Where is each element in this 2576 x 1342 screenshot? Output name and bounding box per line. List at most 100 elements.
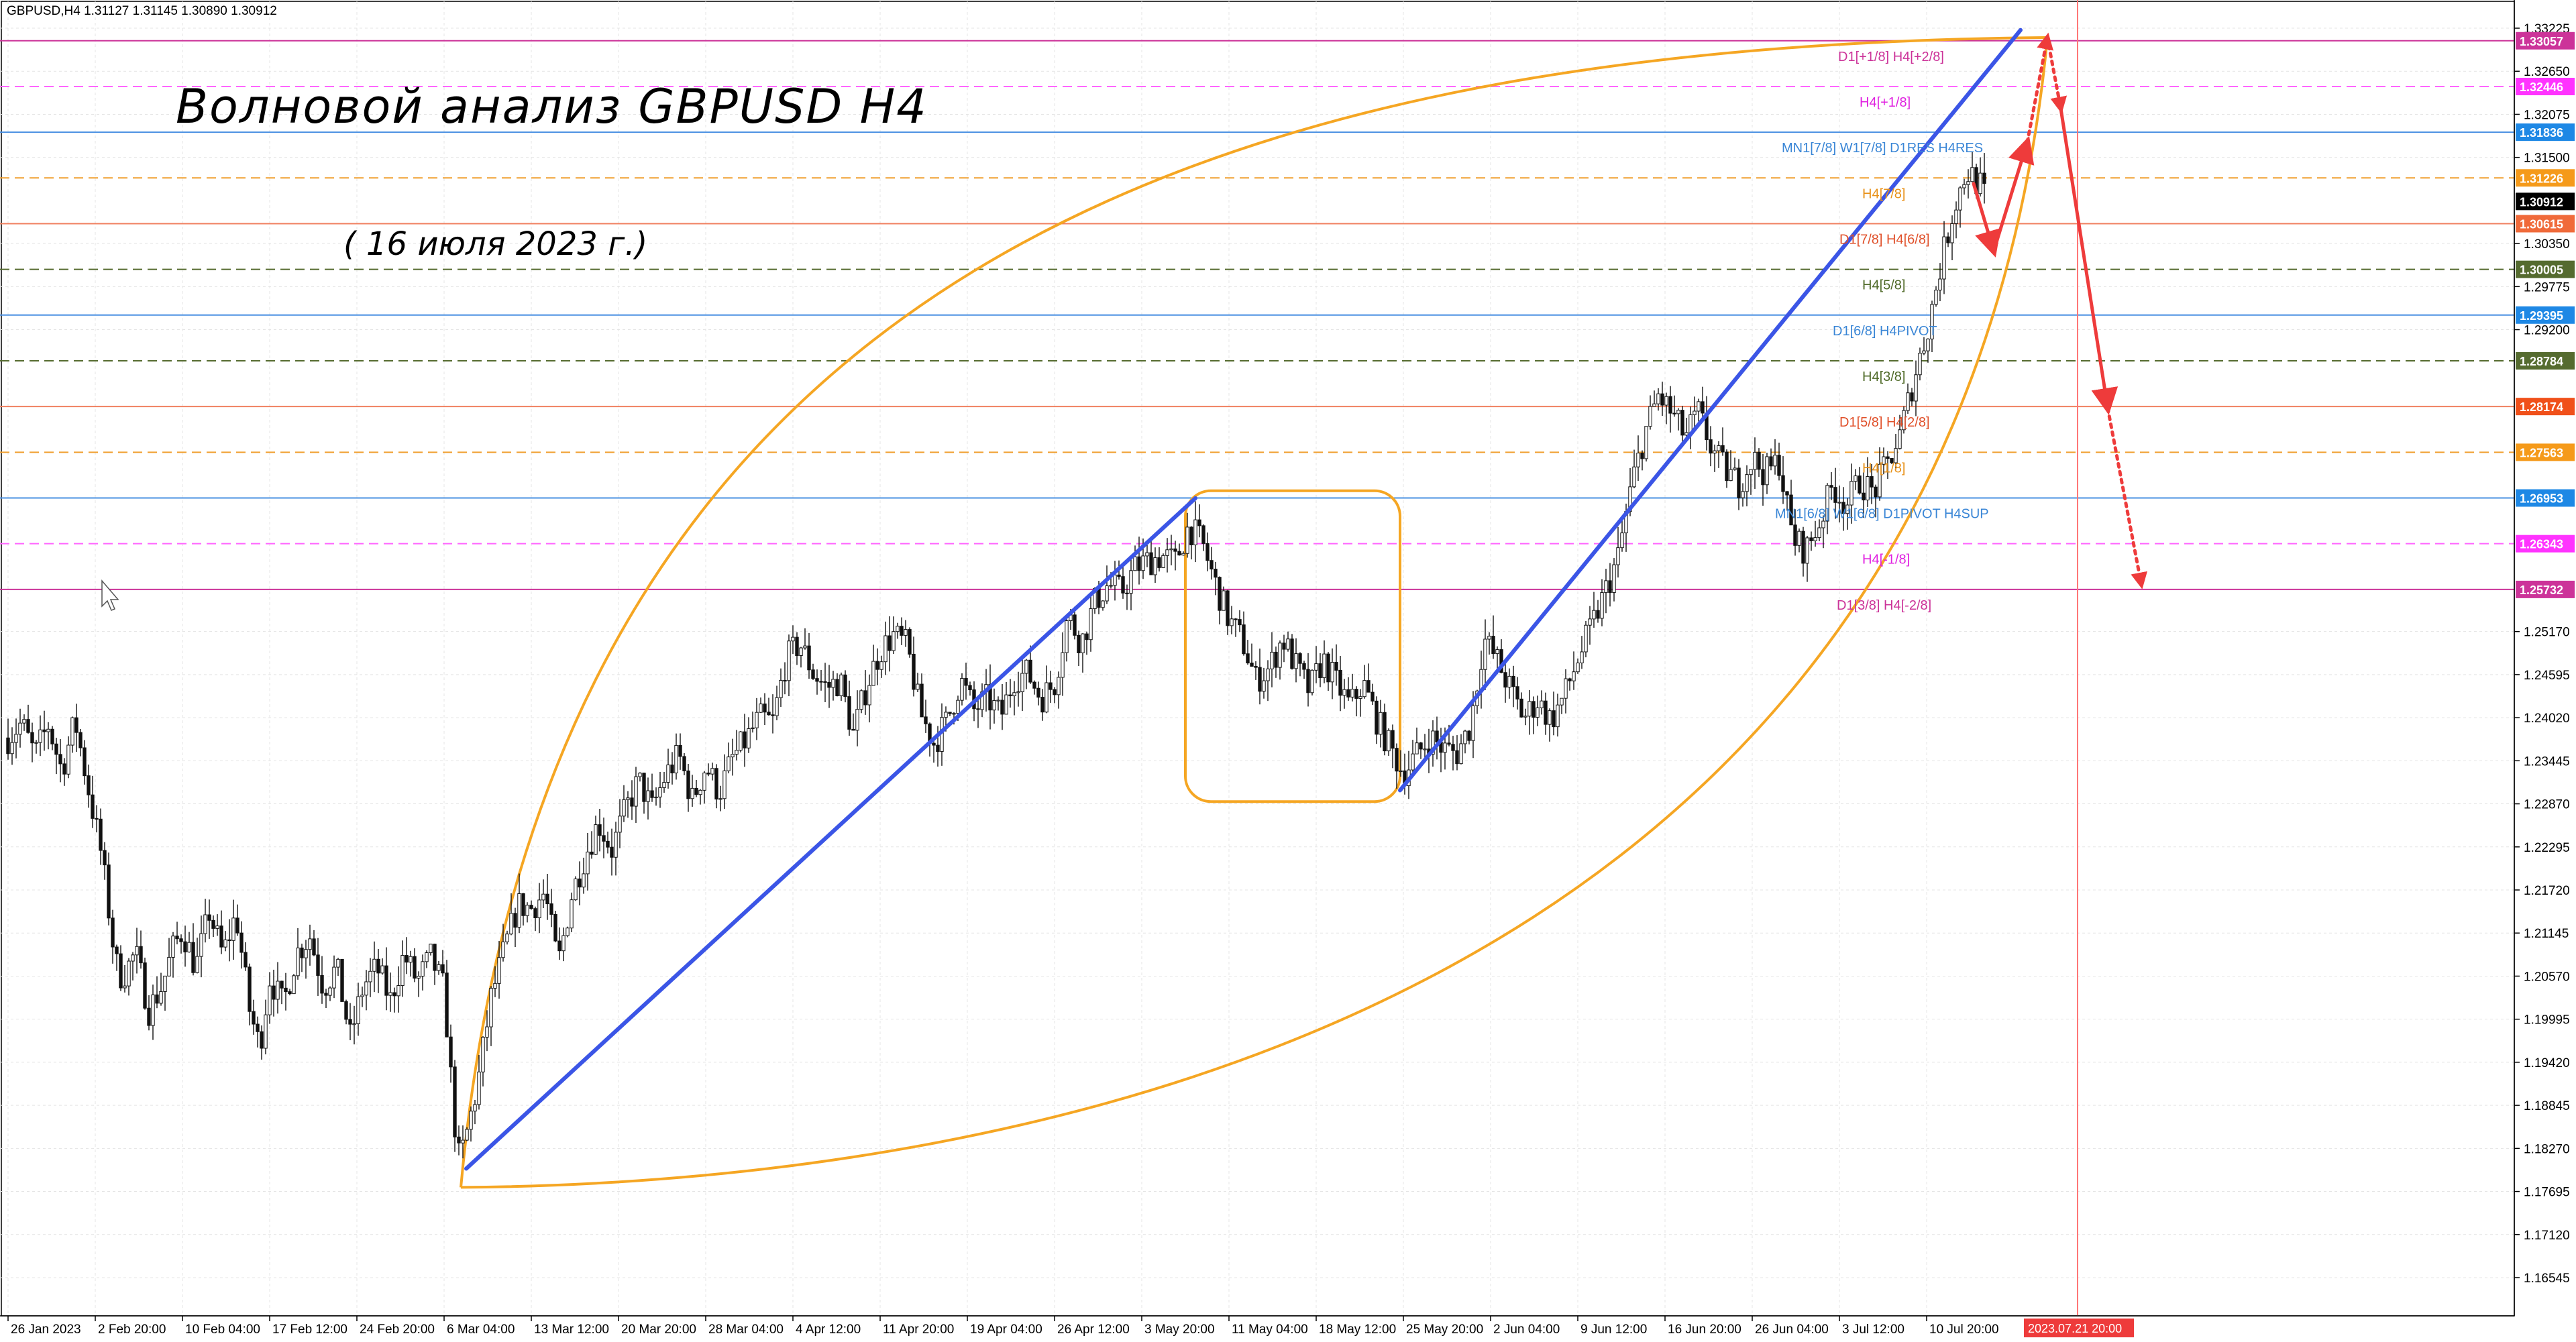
candle-body — [900, 626, 904, 636]
candle-body — [1242, 624, 1246, 655]
candle-body — [1544, 700, 1548, 725]
candle-body — [46, 728, 50, 732]
candle-body — [759, 704, 763, 713]
candle-body — [123, 985, 127, 989]
candle-body — [1266, 668, 1270, 681]
candle-body — [1709, 439, 1713, 454]
candle-body — [58, 754, 62, 765]
candle-body — [1757, 451, 1761, 470]
candle-body — [590, 851, 594, 855]
correction-box — [1184, 489, 1401, 803]
candle-body — [1693, 410, 1697, 415]
candle-body — [62, 763, 66, 775]
candle-body — [449, 1036, 453, 1068]
time-marker-tag — [2024, 1319, 2134, 1337]
candle-body — [413, 956, 417, 979]
candle-body — [425, 952, 429, 962]
candle-body — [1387, 730, 1391, 752]
forecast-solid — [1992, 135, 2035, 253]
forecast-solid-down — [2059, 107, 2118, 415]
candle-body — [1507, 675, 1511, 688]
time-tick-label: 2 Jun 04:00 — [1493, 1323, 1560, 1337]
candle-body — [879, 661, 883, 670]
candle-body — [1491, 636, 1495, 655]
candle-body — [783, 679, 787, 682]
candle-body — [159, 991, 163, 1004]
candle-body — [461, 1139, 465, 1143]
candle-body — [1777, 455, 1781, 476]
candle-body — [871, 661, 875, 686]
candle-body — [1817, 527, 1821, 539]
candle-body — [1334, 662, 1338, 671]
candle-body — [855, 709, 859, 731]
candle-body — [469, 1111, 473, 1130]
candle-body — [348, 1019, 352, 1025]
candle-body — [1290, 638, 1294, 669]
candle-body — [34, 742, 38, 744]
candle-body — [896, 626, 900, 632]
candle-body — [1197, 519, 1201, 526]
candle-body — [803, 645, 807, 649]
level-label: D1[7/8] H4[6/8] — [1839, 233, 1930, 247]
price-tag-label: 1.28784 — [2520, 355, 2563, 368]
candle-body — [1024, 659, 1028, 674]
candle-body — [1870, 476, 1874, 488]
price-tick-label: 1.17695 — [2524, 1186, 2570, 1200]
candle-body — [823, 681, 827, 683]
candle-body — [1298, 653, 1302, 664]
price-tag-label: 1.31226 — [2520, 172, 2563, 185]
grid — [0, 1, 2515, 1317]
candle-body — [280, 981, 284, 989]
candle-body — [1004, 694, 1008, 715]
candle-body — [147, 1007, 151, 1026]
candle-body — [1383, 712, 1387, 752]
candle-body — [996, 700, 1000, 702]
candle-body — [1874, 486, 1878, 498]
candle-body — [956, 700, 960, 714]
candle-body — [1153, 557, 1157, 575]
candle-body — [1532, 701, 1536, 718]
candle-body — [1121, 576, 1125, 594]
candle-body — [284, 987, 288, 993]
candle-body — [1342, 689, 1346, 696]
candle-body — [445, 972, 449, 1038]
candle-body — [610, 846, 614, 858]
candle-body — [175, 936, 179, 940]
candle-body — [1431, 730, 1435, 755]
candle-body — [1020, 673, 1024, 692]
candle-body — [1910, 392, 1914, 402]
candle-body — [1286, 638, 1290, 650]
candle-body — [936, 744, 940, 752]
candle-body — [771, 714, 775, 716]
time-tick-label: 3 May 20:00 — [1144, 1323, 1215, 1337]
candle-body — [646, 790, 650, 802]
candle-body — [561, 935, 566, 952]
candle-body — [143, 962, 147, 1009]
drawn-shapes — [460, 36, 2049, 1189]
candle-body — [1898, 429, 1902, 449]
candle-body — [1057, 677, 1061, 695]
candle-body — [376, 958, 380, 974]
candle-body — [364, 981, 368, 996]
candle-body — [1616, 547, 1620, 565]
candle-body — [1914, 374, 1918, 402]
candle-body — [320, 974, 324, 994]
candle-body — [388, 992, 392, 996]
candle-body — [541, 893, 545, 901]
candle-body — [662, 782, 666, 788]
candle-body — [924, 716, 928, 724]
candle-body — [135, 946, 139, 956]
candle-body — [1012, 692, 1016, 697]
candle-body — [38, 729, 42, 743]
time-tick-label: 17 Feb 12:00 — [272, 1323, 347, 1337]
candle-body — [1523, 716, 1527, 718]
price-tag — [2516, 352, 2575, 370]
candle-body — [706, 773, 710, 775]
price-tag-label: 1.28174 — [2520, 400, 2563, 414]
candle-body — [324, 993, 328, 996]
candle-body — [1443, 742, 1447, 753]
candle-body — [356, 996, 360, 1025]
candle-body — [396, 985, 400, 997]
